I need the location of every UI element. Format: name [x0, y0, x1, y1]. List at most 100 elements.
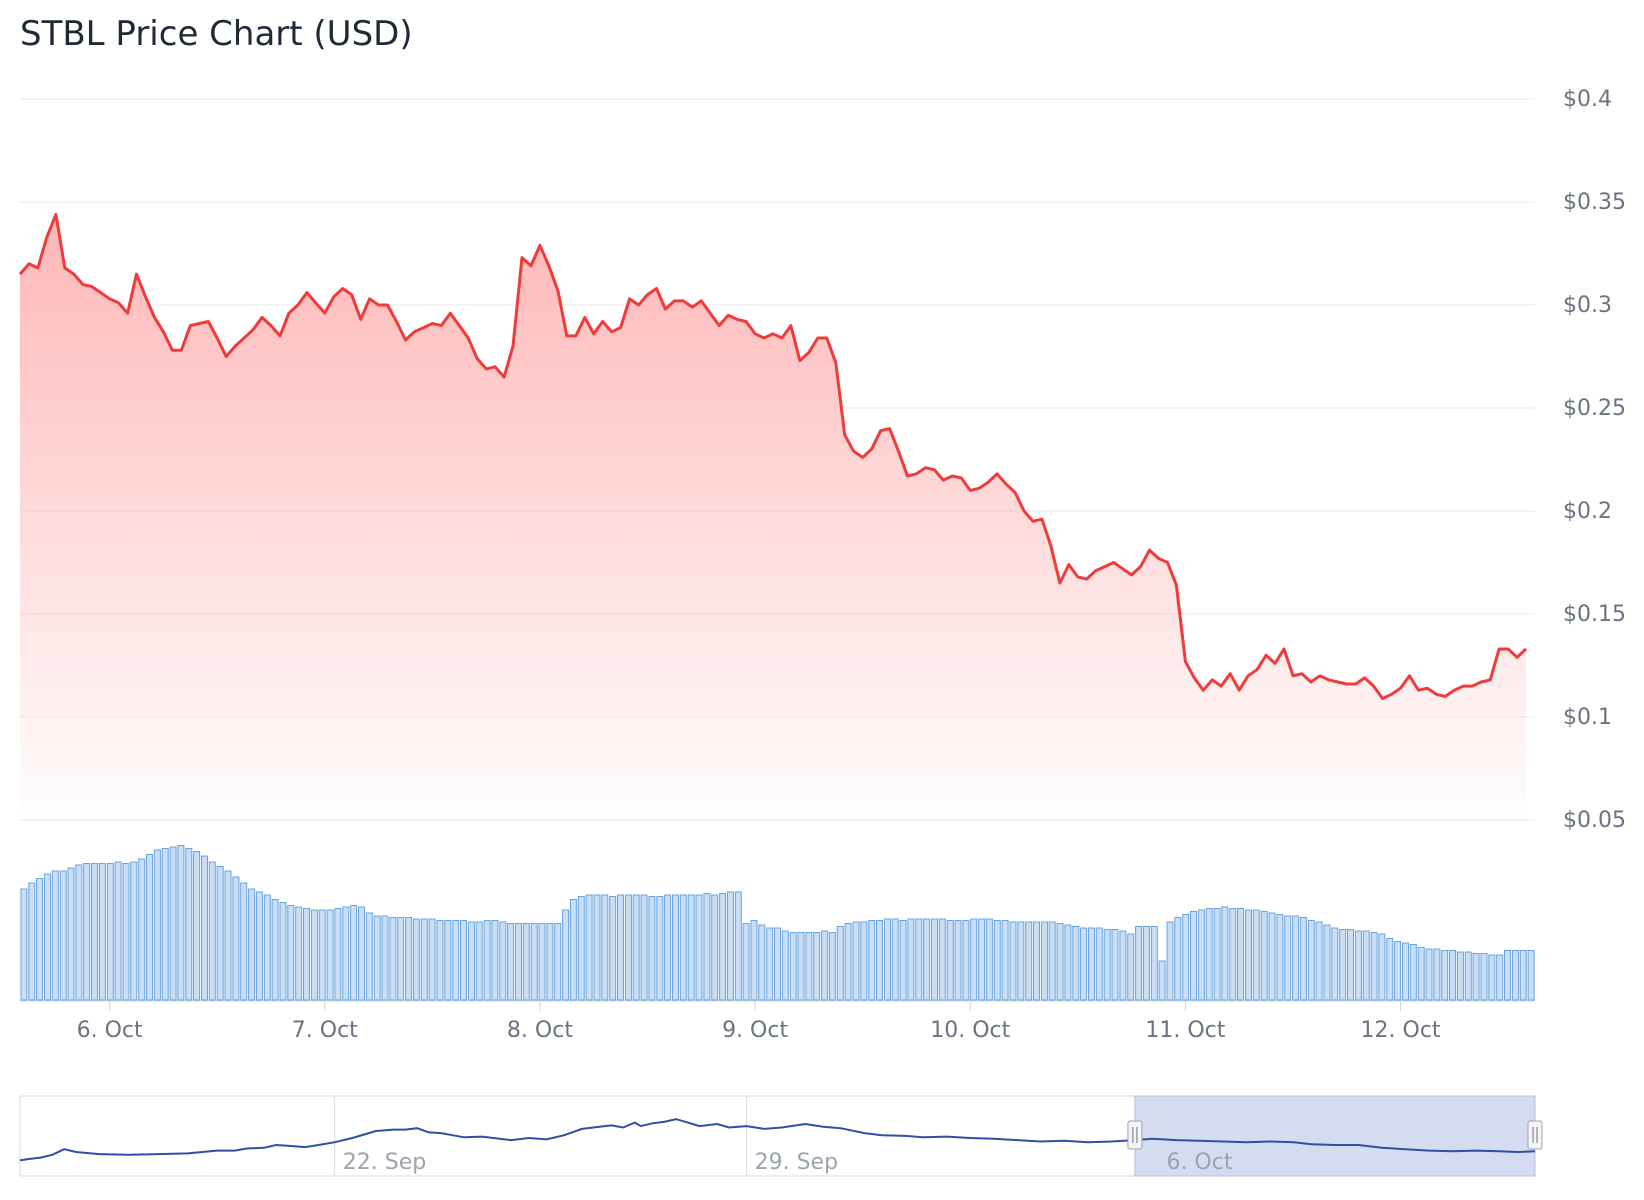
volume-bar [687, 894, 695, 1001]
volume-bar [891, 918, 899, 1001]
volume-bar [1260, 911, 1268, 1001]
volume-bar [1119, 930, 1127, 1001]
volume-bar [1307, 920, 1315, 1001]
price-line[interactable] [18, 212, 1528, 700]
volume-bar [1496, 954, 1504, 1001]
navigator[interactable]: 22. Sep 29. Sep 6. Oct [19, 1095, 1543, 1177]
volume-bar [263, 894, 271, 1001]
volume-bar [1402, 942, 1409, 1001]
volume-bar [248, 888, 256, 1001]
volume-bar [876, 920, 883, 1001]
volume-bar [907, 918, 915, 1001]
volume-bar [923, 918, 931, 1001]
navigator-series [19, 1118, 1536, 1162]
volume-bar [436, 920, 444, 1001]
volume-bar [1511, 950, 1519, 1001]
volume-bar [177, 845, 185, 1001]
volume-bar [130, 861, 138, 1001]
x-tick-label: 8. Oct [507, 1018, 573, 1043]
volume-bar [868, 920, 876, 1001]
volume-bar [350, 905, 358, 1001]
volume-bar [836, 926, 844, 1001]
volume-bar [1197, 909, 1205, 1001]
volume-bar [1252, 909, 1260, 1001]
navigator-tick-label: 6. Oct [1166, 1150, 1232, 1175]
volume-bar [1103, 929, 1111, 1001]
navigator-handle-right[interactable] [1527, 1120, 1543, 1150]
volume-bar [860, 921, 868, 1001]
volume-bar [828, 932, 836, 1001]
volume-bar [1080, 927, 1088, 1001]
volume-bar [719, 893, 727, 1001]
y-axis-labels: $0.05 $0.1 $0.15 $0.2 $0.25 $0.3 $0.35 $0.4 [1563, 87, 1626, 833]
volume-bar [1339, 929, 1347, 1001]
volume-bar [985, 918, 993, 1001]
volume-bar [515, 923, 522, 1001]
volume-bar [1370, 932, 1378, 1001]
volume-bar [1456, 951, 1464, 1001]
volume-bar [1480, 953, 1488, 1001]
volume-bar [577, 896, 585, 1001]
price-area [20, 214, 1526, 820]
volume-bar [342, 906, 350, 1001]
volume-bar [373, 915, 381, 1001]
volume-bar [318, 909, 326, 1001]
volume-bar [1237, 908, 1245, 1001]
volume-bar [36, 878, 44, 1001]
volume-bar [397, 917, 405, 1001]
volume-bar [138, 858, 146, 1001]
volume-bar [114, 861, 122, 1001]
volume-bar [774, 927, 781, 1001]
volume-bar [1245, 909, 1252, 1001]
volume-bar [59, 870, 67, 1001]
volume-bar [954, 920, 962, 1001]
volume-bar [201, 855, 208, 1001]
volume-bar [813, 932, 821, 1001]
navigator-handle-left[interactable] [1127, 1120, 1143, 1150]
volume-bar [1362, 930, 1370, 1001]
volume-bar [1142, 926, 1150, 1001]
volume-bar [601, 894, 609, 1001]
volume-bar [1001, 920, 1009, 1001]
volume-bar [51, 870, 59, 1001]
volume-bar [1048, 921, 1056, 1001]
volume-bar [648, 896, 656, 1001]
volume-bar [303, 908, 310, 1001]
x-axis-labels: 6. Oct 7. Oct 8. Oct 9. Oct 10. Oct 11. Oct 12… [77, 1001, 1441, 1043]
volume-bar [883, 918, 891, 1001]
volume-bar [1229, 908, 1237, 1001]
volume-bar [938, 918, 946, 1001]
volume-bar [20, 888, 28, 1001]
volume-bar [1166, 921, 1174, 1001]
volume-bar [1135, 926, 1143, 1001]
volume-bar [1441, 950, 1449, 1001]
volume-bar [852, 921, 860, 1001]
volume-bar [161, 848, 169, 1001]
volume-bar [216, 866, 224, 1001]
volume-bar [146, 854, 153, 1001]
volume-bar [1347, 929, 1354, 1001]
volume-bar [1009, 921, 1017, 1001]
volume-bar [695, 894, 703, 1001]
volume-bar [83, 863, 91, 1001]
volume-bar [1284, 915, 1292, 1001]
volume-bar [28, 882, 36, 1001]
volume-bar [609, 896, 617, 1001]
volume-bar [617, 894, 624, 1001]
volume-bar [915, 918, 923, 1001]
volume-bar [1417, 947, 1425, 1001]
volume-bar [672, 894, 679, 1001]
volume-bar [931, 918, 938, 1001]
volume-bar [624, 894, 632, 1001]
volume-bar [271, 899, 279, 1001]
volume-bar [1315, 921, 1323, 1001]
volume-bar [1174, 917, 1182, 1001]
volume-bar [1088, 927, 1095, 1001]
volume-bar [1504, 950, 1511, 1001]
y-tick-label: $0.35 [1563, 190, 1626, 215]
volume-bar [460, 920, 467, 1001]
x-tick-label: 6. Oct [77, 1018, 143, 1043]
navigator-selection[interactable] [1134, 1095, 1536, 1177]
volume-bar [1221, 906, 1229, 1001]
